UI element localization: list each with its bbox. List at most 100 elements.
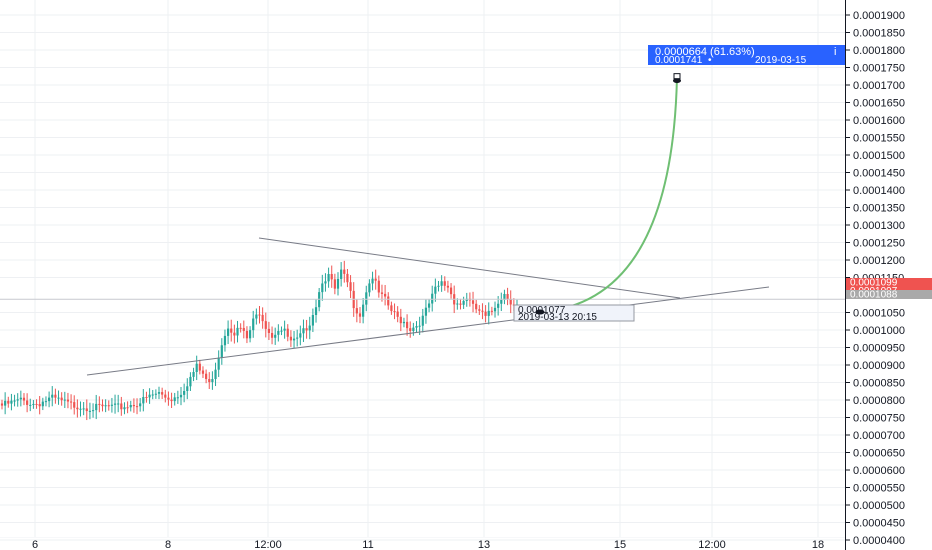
price-axis-label: 0.0001800 — [853, 45, 905, 57]
price-axis-label: 0.0001350 — [853, 203, 905, 215]
time-axis[interactable]: 6 8 12:00 11 13 15 12:00 18 — [0, 537, 845, 550]
candle-down — [76, 407, 79, 410]
candle-down — [22, 397, 26, 401]
candle-up — [211, 379, 214, 383]
candle-up — [431, 293, 434, 304]
candle-down — [145, 397, 148, 399]
candle-down — [393, 311, 396, 313]
candle-down — [484, 311, 487, 316]
candle-down — [330, 274, 333, 280]
candle-up — [176, 397, 179, 399]
candle-down — [205, 373, 208, 380]
target-callout-box — [648, 45, 845, 65]
candle-up — [340, 269, 343, 279]
candle-down — [258, 314, 261, 316]
target-change-label: 0.0000664 (61.63%) — [655, 46, 755, 58]
projection-curve — [539, 76, 678, 314]
candle-up — [503, 293, 506, 300]
target-separator-icon: • — [708, 55, 712, 66]
start-marker-icon[interactable] — [535, 309, 545, 315]
candle-up — [192, 372, 195, 377]
candle-up — [274, 334, 277, 338]
candle-up — [142, 397, 145, 404]
crosshair-price-tag — [846, 290, 932, 299]
price-axis-label: 0.0000500 — [853, 500, 905, 512]
candle-up — [362, 304, 365, 317]
candle-up — [139, 403, 142, 407]
candle-down — [459, 303, 462, 305]
candle-down — [443, 281, 446, 286]
candle-down — [167, 397, 170, 400]
candle-up — [415, 326, 418, 328]
candle-up — [412, 327, 415, 331]
candle-down — [374, 278, 377, 281]
price-axis-label: 0.0001200 — [853, 255, 905, 267]
trendlines-layer — [0, 76, 845, 376]
price-axis-label: 0.0000650 — [853, 448, 905, 460]
candle-up — [214, 369, 217, 380]
candle-down — [85, 408, 88, 412]
target-callout[interactable]: 0.0000664 (61.63%) i 0.0001741 • 2019-03… — [648, 45, 845, 66]
candle-down — [509, 298, 512, 305]
candle-up — [424, 307, 428, 316]
candle-up — [151, 394, 154, 396]
candle-up — [311, 314, 314, 326]
candle-up — [421, 315, 424, 326]
candle-up — [32, 403, 35, 405]
time-axis-label: 12:00 — [254, 539, 282, 550]
candle-down — [107, 405, 110, 407]
candle-down — [380, 292, 384, 294]
candle-up — [434, 286, 437, 294]
candle-up — [302, 328, 305, 334]
price-axis-label: 0.0001050 — [853, 308, 905, 320]
candle-up — [418, 325, 421, 327]
candle-up — [95, 403, 98, 411]
price-axis-label: 0.0001850 — [853, 28, 905, 40]
candle-down — [358, 313, 362, 317]
info-icon[interactable]: i — [834, 46, 836, 58]
candle-up — [324, 281, 327, 284]
candle-up — [217, 357, 220, 370]
candle-down — [242, 327, 245, 331]
candle-down — [7, 400, 10, 404]
candle-down — [208, 379, 211, 383]
candle-up — [248, 330, 252, 339]
price-axis-label: 0.0001300 — [853, 220, 905, 232]
candle-up — [189, 376, 192, 387]
price-axis-label: 0.0000700 — [853, 430, 905, 442]
candle-up — [500, 299, 503, 304]
price-tags: 0.0001099 0.0001097 0.0001088 — [846, 278, 932, 301]
candle-up — [365, 292, 368, 305]
candle-down — [26, 400, 29, 405]
candle-up — [255, 314, 258, 319]
resistance-trendline — [258, 237, 681, 299]
candle-down — [267, 328, 271, 333]
candle-down — [170, 399, 173, 402]
price-axis-label: 0.0001650 — [853, 98, 905, 110]
candle-up — [10, 400, 13, 404]
candle-up — [195, 363, 198, 373]
candle-up — [173, 397, 176, 402]
candle-down — [446, 285, 450, 288]
candle-down — [245, 330, 249, 339]
candle-up — [123, 407, 126, 410]
candle-up — [292, 338, 296, 341]
candle-down — [264, 321, 267, 329]
price-axis-label: 0.0001900 — [853, 10, 905, 22]
candle-down — [384, 293, 387, 297]
time-axis-label: 6 — [32, 539, 38, 550]
candle-down — [289, 336, 293, 341]
candle-down — [230, 328, 233, 333]
candle-down — [73, 402, 76, 408]
candle-down — [35, 403, 38, 405]
candle-up — [88, 410, 92, 412]
target-marker-icon[interactable] — [673, 73, 681, 84]
candle-down — [399, 316, 402, 324]
candle-up — [336, 278, 340, 289]
price-axis-label: 0.0000550 — [853, 483, 905, 495]
candle-down — [198, 363, 201, 371]
start-marker-dot — [535, 309, 545, 315]
candle-up — [183, 391, 186, 395]
candle-down — [475, 303, 478, 310]
